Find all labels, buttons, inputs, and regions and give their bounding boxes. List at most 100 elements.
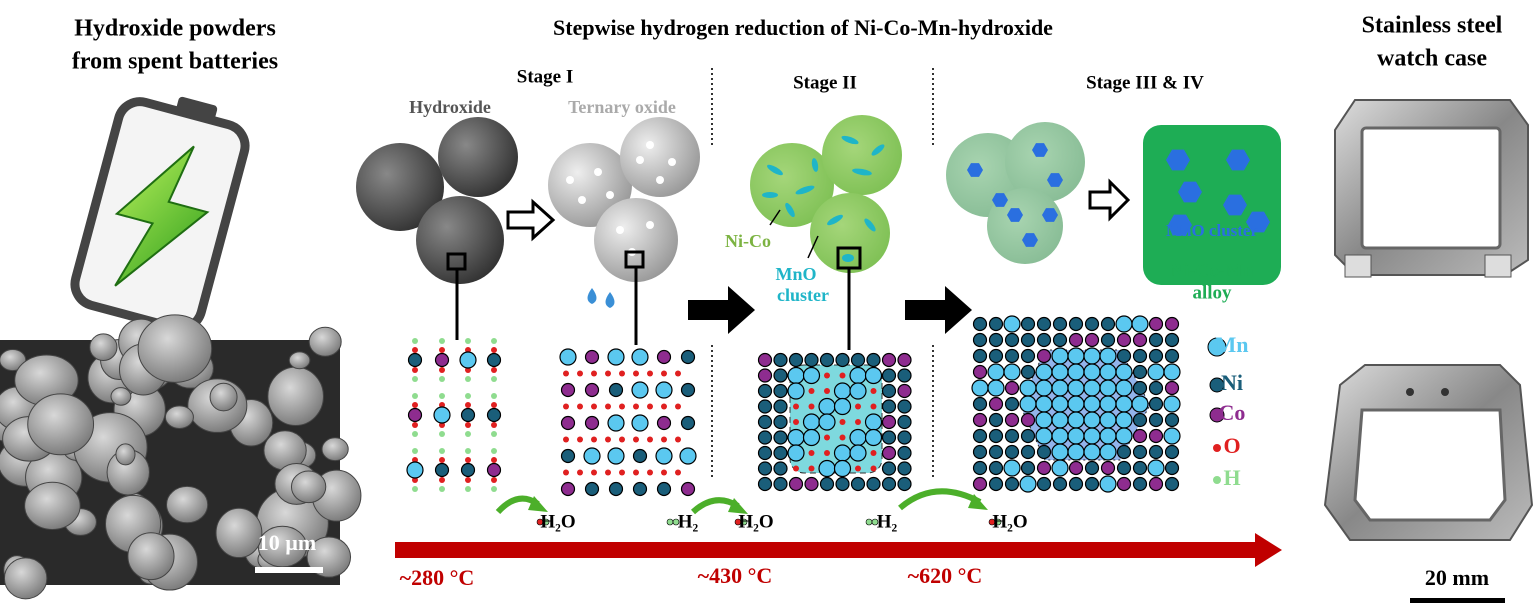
atom xyxy=(465,477,471,483)
atom xyxy=(1132,412,1148,428)
atom xyxy=(1148,316,1164,332)
atom xyxy=(412,431,418,437)
atom xyxy=(1132,444,1148,460)
atom xyxy=(560,448,576,464)
alloy-label: alloy xyxy=(1192,282,1232,303)
atom xyxy=(491,422,497,428)
atom xyxy=(1020,428,1036,444)
atom xyxy=(1115,427,1133,445)
atom xyxy=(439,477,445,483)
atom xyxy=(793,465,799,472)
legend-marker xyxy=(1207,337,1227,357)
gas-label: H₂ xyxy=(678,511,699,532)
molecule xyxy=(666,518,674,526)
atom xyxy=(835,476,850,492)
atom xyxy=(631,348,649,366)
atom xyxy=(465,402,471,408)
atom xyxy=(1116,348,1132,364)
atom xyxy=(619,403,625,410)
atom xyxy=(802,428,821,447)
atom xyxy=(1148,332,1164,348)
atom xyxy=(804,476,819,492)
left-title: from spent batteries xyxy=(72,49,278,75)
atom xyxy=(988,428,1004,444)
gas-label: H₂ xyxy=(877,511,898,532)
atom xyxy=(661,469,667,476)
atom xyxy=(584,349,600,365)
atom xyxy=(802,413,821,431)
atom xyxy=(412,422,418,428)
atom xyxy=(605,403,611,410)
atom xyxy=(434,462,450,478)
atom xyxy=(1083,347,1101,365)
atom xyxy=(647,469,653,476)
atom xyxy=(818,459,836,478)
atom xyxy=(972,428,988,444)
atom xyxy=(619,370,625,377)
atom xyxy=(1020,412,1036,428)
hexagon xyxy=(1166,149,1190,171)
atom xyxy=(633,436,639,443)
atom xyxy=(787,366,805,385)
atom xyxy=(619,436,625,443)
atom xyxy=(1084,316,1100,332)
atom xyxy=(675,469,681,476)
atom xyxy=(1148,444,1164,460)
atom xyxy=(787,444,805,462)
legend-marker xyxy=(1213,444,1221,452)
atom xyxy=(1132,428,1148,444)
atom xyxy=(757,430,773,445)
battery-icon xyxy=(70,96,250,333)
atom xyxy=(1083,443,1101,461)
atom xyxy=(824,388,830,394)
atom xyxy=(1147,363,1165,381)
atom xyxy=(864,366,883,385)
atom xyxy=(757,399,773,414)
gas-label: H₂O xyxy=(738,511,773,532)
atom xyxy=(486,352,502,368)
box-label: MnO cluster xyxy=(1166,221,1259,240)
atom xyxy=(1020,348,1036,364)
atom xyxy=(988,332,1004,348)
atom xyxy=(1163,395,1181,413)
atom xyxy=(1036,476,1052,492)
atom xyxy=(1115,379,1133,397)
atom xyxy=(1036,444,1052,460)
ni-co-particles xyxy=(750,115,902,350)
atom xyxy=(1004,412,1020,428)
atom xyxy=(1084,332,1100,348)
atom xyxy=(439,448,445,454)
atom xyxy=(406,461,424,479)
atom xyxy=(849,444,867,462)
atom xyxy=(655,447,673,465)
atom xyxy=(1067,379,1085,397)
atom xyxy=(465,457,471,463)
atom xyxy=(491,477,497,483)
atom xyxy=(465,347,471,353)
atom xyxy=(491,402,497,408)
atom xyxy=(1068,332,1084,348)
atom xyxy=(849,382,867,400)
atom xyxy=(1035,363,1053,381)
atom xyxy=(1100,316,1116,332)
atom xyxy=(491,338,497,344)
atom xyxy=(1067,363,1085,381)
particle xyxy=(215,507,263,559)
atom xyxy=(972,316,988,332)
atom xyxy=(1099,379,1117,397)
atom xyxy=(787,428,805,447)
atom xyxy=(631,414,649,432)
atom xyxy=(412,477,418,483)
atom xyxy=(897,445,912,461)
atom xyxy=(1132,380,1148,396)
atom xyxy=(1164,380,1180,396)
atom xyxy=(1067,395,1085,413)
atom xyxy=(897,430,912,445)
particle xyxy=(288,351,311,370)
atom xyxy=(675,370,681,377)
atom xyxy=(412,448,418,454)
hexagon xyxy=(1032,143,1048,157)
atom xyxy=(773,383,788,399)
atom xyxy=(819,352,835,368)
atom xyxy=(757,445,773,461)
